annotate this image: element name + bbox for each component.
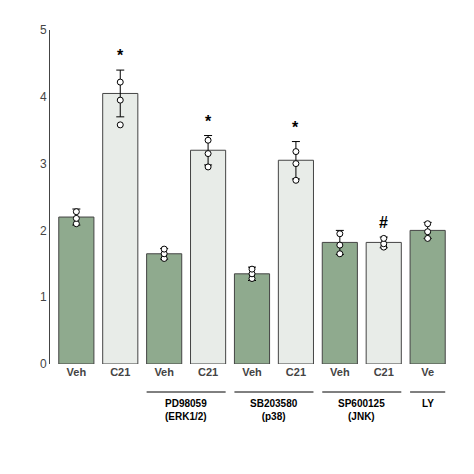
svg-text:2: 2: [40, 224, 47, 238]
svg-text:C21: C21: [286, 366, 306, 378]
svg-text:Veh: Veh: [67, 366, 87, 378]
svg-text:C21: C21: [374, 366, 394, 378]
svg-text:LY: LY: [422, 398, 434, 409]
svg-text:C21: C21: [198, 366, 218, 378]
svg-text:5: 5: [40, 23, 47, 37]
svg-text:#: #: [379, 214, 388, 231]
svg-text:SP600125(JNK): SP600125(JNK): [338, 398, 385, 422]
svg-text:PD98059(ERK1/2): PD98059(ERK1/2): [165, 398, 207, 422]
svg-text:Veh: Veh: [154, 366, 174, 378]
svg-text:*: *: [205, 113, 212, 130]
svg-text:1: 1: [40, 290, 47, 304]
svg-text:*: *: [292, 119, 299, 136]
svg-text:4: 4: [40, 90, 47, 104]
svg-text:*: *: [117, 47, 124, 64]
svg-text:0: 0: [40, 357, 47, 371]
svg-text:Veh: Veh: [330, 366, 350, 378]
svg-text:SB203580(p38): SB203580(p38): [250, 398, 298, 422]
svg-text:Veh: Veh: [242, 366, 262, 378]
svg-text:3: 3: [40, 157, 47, 171]
svg-text:Ve: Ve: [421, 366, 434, 378]
svg-text:C21: C21: [110, 366, 130, 378]
